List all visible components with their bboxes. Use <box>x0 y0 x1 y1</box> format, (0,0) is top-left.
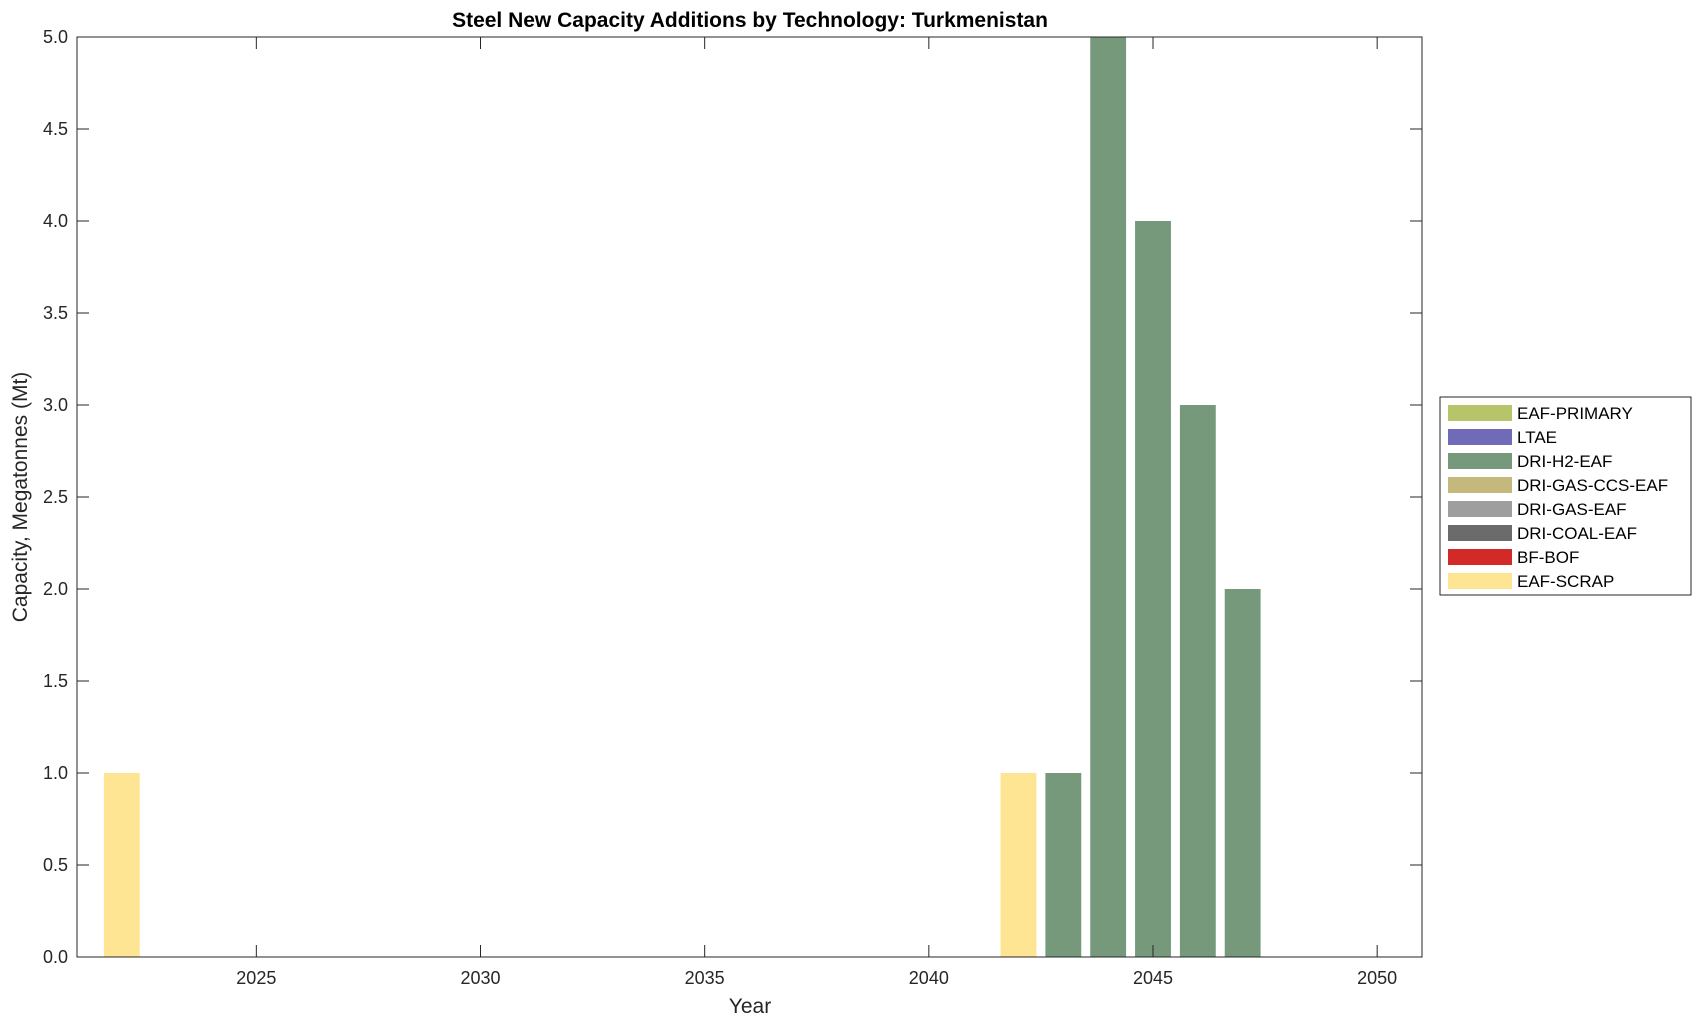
x-tick-label: 2040 <box>909 968 949 988</box>
legend-swatch <box>1448 477 1512 493</box>
y-tick-label: 4.0 <box>43 211 68 231</box>
x-tick-label: 2025 <box>236 968 276 988</box>
bar-eaf-scrap-2022 <box>103 773 140 957</box>
legend-label: DRI-COAL-EAF <box>1517 524 1637 543</box>
legend-label: EAF-SCRAP <box>1517 572 1614 591</box>
chart-title: Steel New Capacity Additions by Technolo… <box>452 9 1048 32</box>
legend-label: DRI-H2-EAF <box>1517 452 1612 471</box>
x-tick-label: 2045 <box>1133 968 1173 988</box>
plot-frame <box>76 36 1423 958</box>
y-tick-label: 3.5 <box>43 303 68 323</box>
bar-dri-h2-eaf-2043 <box>1045 773 1082 957</box>
y-axis-label: Capacity, Megatonnes (Mt) <box>9 372 32 623</box>
y-tick-label: 0.5 <box>43 855 68 875</box>
legend-swatch <box>1448 453 1512 469</box>
x-tick-label: 2050 <box>1357 968 1397 988</box>
bar-dri-h2-eaf-2044 <box>1090 37 1127 957</box>
y-tick-label: 2.5 <box>43 487 68 507</box>
legend: EAF-PRIMARY LTAE DRI-H2-EAF DRI-GAS-CCS-EAF… <box>1439 396 1692 596</box>
legend-label: EAF-PRIMARY <box>1517 404 1633 423</box>
plot-area <box>77 37 1422 957</box>
legend-swatch <box>1448 549 1512 565</box>
bar-eaf-scrap-2042 <box>1000 773 1037 957</box>
ticks-layer: 0.0 0.5 1.0 1.5 2.0 2.5 3.0 3.5 4.0 4.5 5.0 2025 203… <box>43 27 1422 988</box>
y-tick-label: 1.5 <box>43 671 68 691</box>
bar-dri-h2-eaf-2047 <box>1224 589 1261 957</box>
legend-label: LTAE <box>1517 428 1557 447</box>
legend-swatch <box>1448 501 1512 517</box>
y-tick-label: 1.0 <box>43 763 68 783</box>
legend-label: BF-BOF <box>1517 548 1579 567</box>
x-axis-label: Year <box>729 995 771 1018</box>
x-tick-label: 2035 <box>685 968 725 988</box>
legend-swatch <box>1448 405 1512 421</box>
y-tick-label: 4.5 <box>43 119 68 139</box>
legend-label: DRI-GAS-CCS-EAF <box>1517 476 1668 495</box>
legend-swatch <box>1448 429 1512 445</box>
legend-swatch <box>1448 573 1512 589</box>
legend-swatch <box>1448 525 1512 541</box>
x-tick-label: 2030 <box>460 968 500 988</box>
y-tick-label: 0.0 <box>43 947 68 967</box>
y-tick-label: 5.0 <box>43 27 68 47</box>
y-tick-label: 2.0 <box>43 579 68 599</box>
y-tick-label: 3.0 <box>43 395 68 415</box>
bar-dri-h2-eaf-2045 <box>1135 221 1171 957</box>
legend-label: DRI-GAS-EAF <box>1517 500 1627 519</box>
bar-dri-h2-eaf-2046 <box>1179 405 1216 957</box>
bars-layer <box>103 37 1261 957</box>
